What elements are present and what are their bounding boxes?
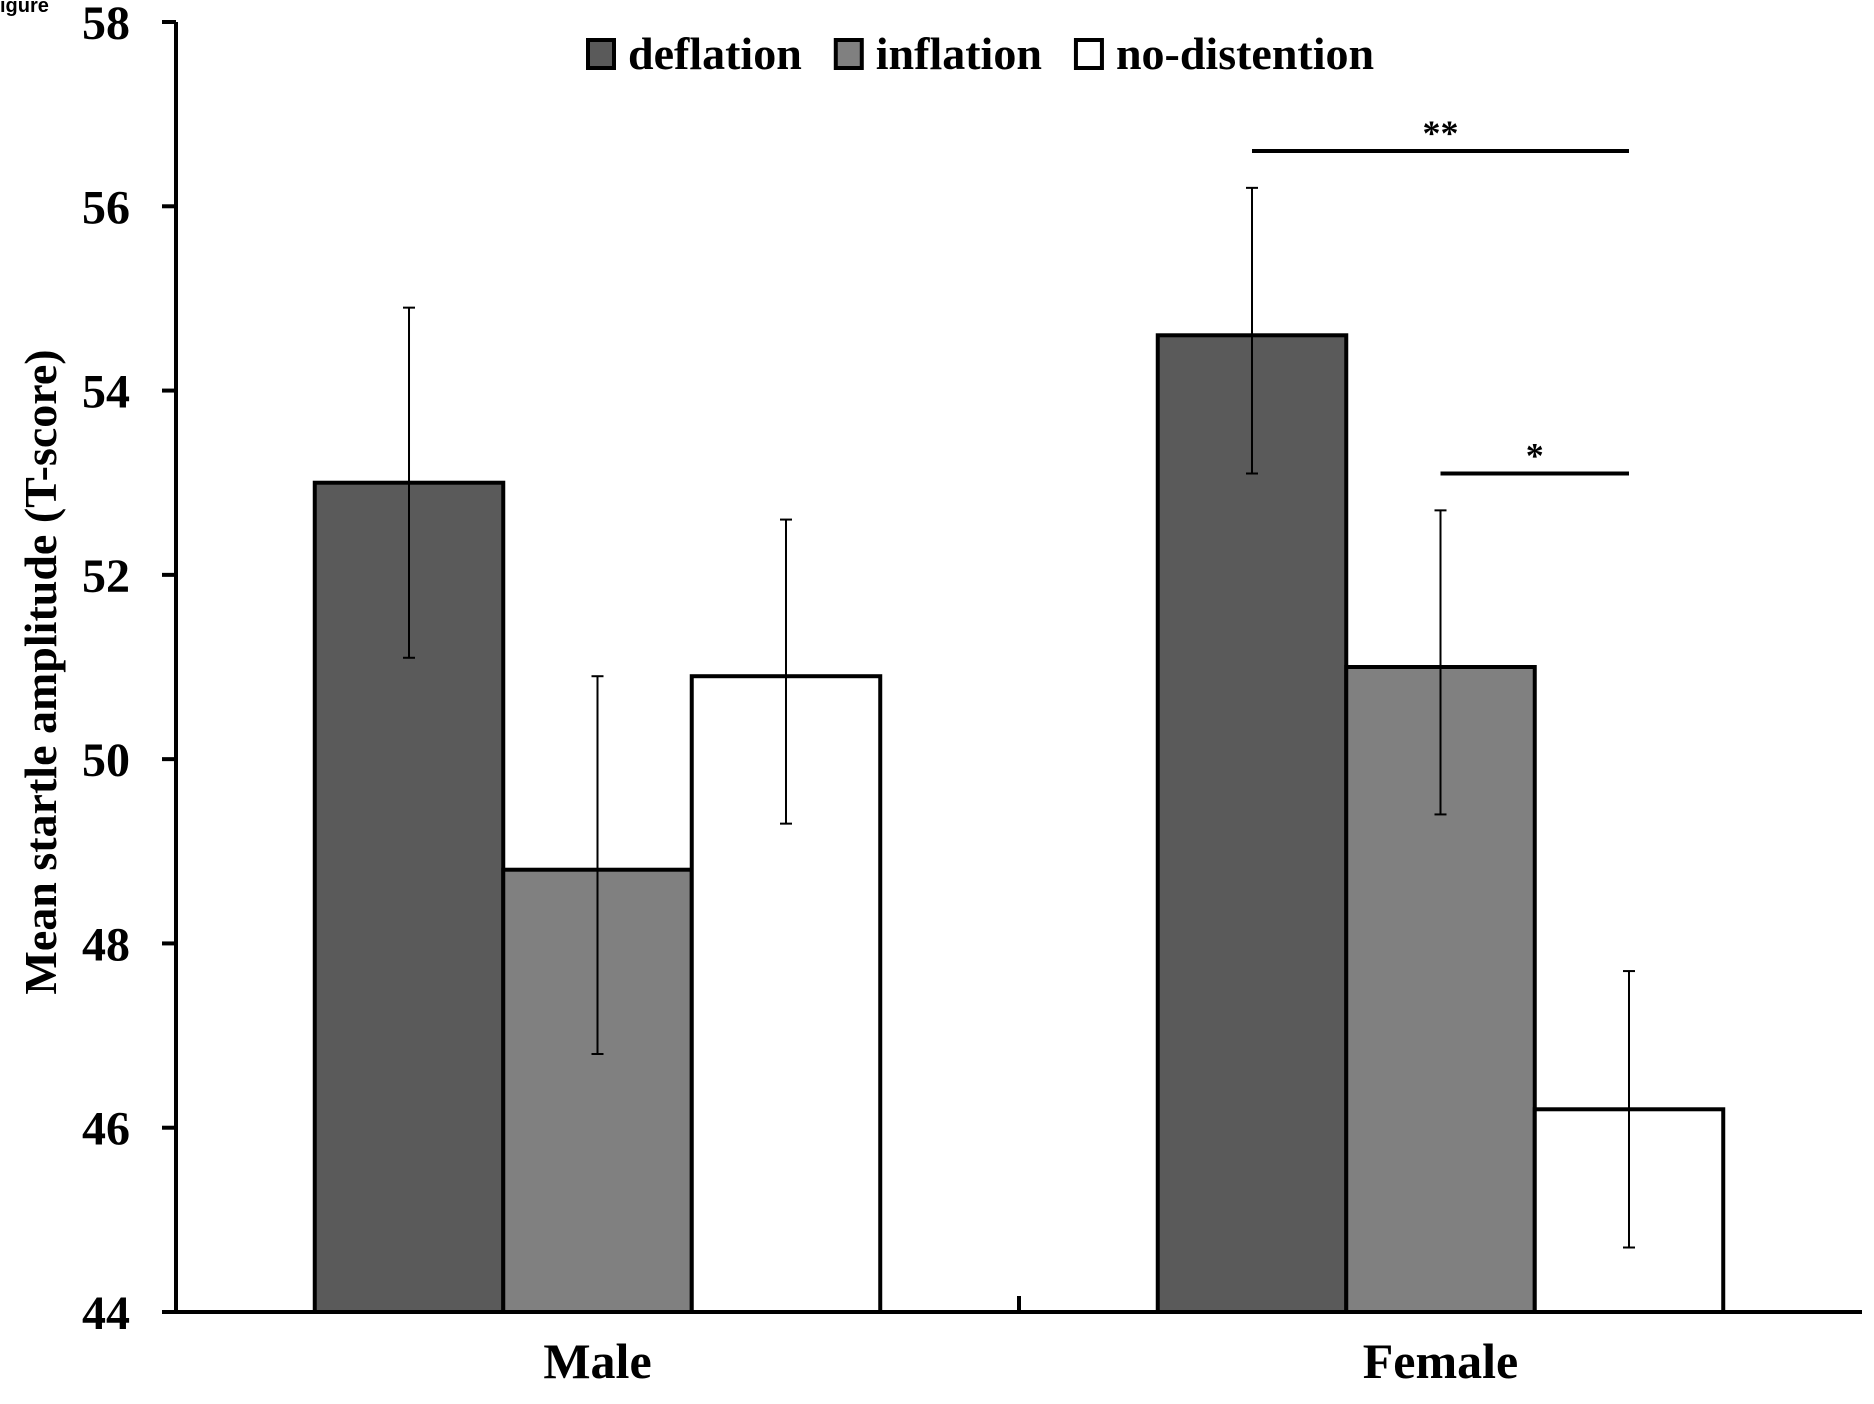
significance-label: * bbox=[1526, 436, 1544, 476]
significance-annotations: *** bbox=[1252, 113, 1629, 476]
legend: deflation inflation no-distention bbox=[586, 28, 1374, 79]
y-tick-label: 46 bbox=[82, 1103, 130, 1156]
y-tick-label: 52 bbox=[82, 550, 130, 603]
legend-swatch-no-distention bbox=[1073, 38, 1104, 70]
legend-label-no-distention: no-distention bbox=[1116, 28, 1374, 79]
bars bbox=[312, 333, 1726, 1315]
significance-label: ** bbox=[1423, 113, 1459, 153]
y-tick-label: 44 bbox=[82, 1287, 130, 1340]
bar-deflation bbox=[1155, 333, 1349, 1314]
figure-corner-label: igure bbox=[0, 0, 49, 17]
x-tick-label: Female bbox=[1363, 1333, 1518, 1389]
axes: 44 46 48 50 52 54 56 58 Male Female bbox=[82, 0, 1862, 1389]
legend-swatch-inflation bbox=[833, 38, 864, 70]
y-tick-label: 50 bbox=[82, 734, 130, 787]
legend-swatch-deflation bbox=[586, 38, 616, 70]
y-tick-label: 58 bbox=[82, 0, 130, 50]
y-tick-label: 54 bbox=[82, 366, 130, 419]
legend-label-inflation: inflation bbox=[876, 28, 1042, 79]
legend-label-deflation: deflation bbox=[628, 28, 802, 79]
y-axis-label: Mean startle amplitude (T-score) bbox=[15, 349, 66, 994]
x-tick-label: Male bbox=[543, 1333, 651, 1389]
error-bars bbox=[403, 186, 1635, 1249]
y-tick-label: 48 bbox=[82, 918, 130, 971]
y-tick-label: 56 bbox=[82, 181, 130, 234]
